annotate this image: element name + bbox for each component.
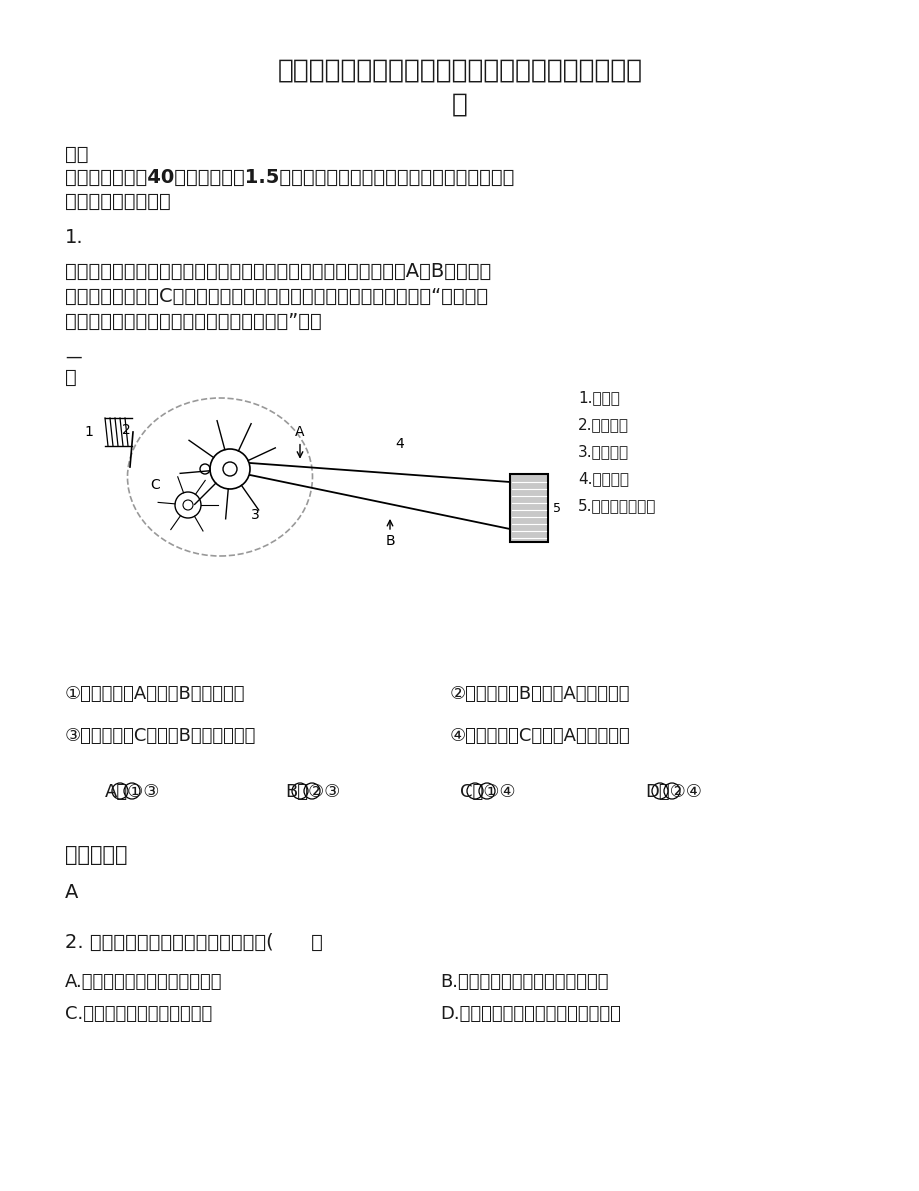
Text: C．①④: C．①④: [460, 782, 515, 802]
Text: 某种药物可以阻断蟾蜍屈肌反射活动。下图为该反射弧的模式图。A、B为神经纤: 某种药物可以阻断蟾蜍屈肌反射活动。下图为该反射弧的模式图。A、B为神经纤: [65, 262, 491, 281]
Text: 2: 2: [122, 424, 130, 437]
Text: C: C: [150, 478, 160, 492]
Circle shape: [210, 449, 250, 490]
Circle shape: [183, 500, 193, 510]
Bar: [509, 474, 548, 542]
Text: A: A: [295, 425, 304, 438]
Text: 3.神经中枢: 3.神经中枢: [577, 444, 629, 459]
Text: 一、: 一、: [65, 145, 88, 164]
Text: D.表面糖蛋白减少，细胞黏着性降低: D.表面糖蛋白减少，细胞黏着性降低: [439, 1005, 620, 1023]
Text: 统中仅对神经细胞间的兴奋传递有阻断作用”的是: 统中仅对神经细胞间的兴奋传递有阻断作用”的是: [65, 312, 322, 331]
Text: A: A: [65, 883, 78, 902]
Text: 维上的实验位点，C为突触间隙。下列实验结果中，能够证明这种药物“在神经系: 维上的实验位点，C为突触间隙。下列实验结果中，能够证明这种药物“在神经系: [65, 287, 488, 306]
Text: 析: 析: [451, 92, 468, 118]
Text: ：: ：: [65, 368, 76, 387]
Text: ②将药物放在B，刺激A，肌肉收缩: ②将药物放在B，刺激A，肌肉收缩: [449, 685, 630, 703]
Circle shape: [175, 492, 200, 518]
Text: ①将药物放在A，刺激B，肌肉收缩: ①将药物放在A，刺激B，肌肉收缩: [65, 685, 245, 703]
Text: C.对于程序性死亡信号不敏感: C.对于程序性死亡信号不敏感: [65, 1005, 212, 1023]
Text: 符合题目要求的。）: 符合题目要求的。）: [65, 192, 171, 211]
Text: 山东省青岛市即墨华山中学高二生物知识点试题含解: 山东省青岛市即墨华山中学高二生物知识点试题含解: [278, 58, 641, 85]
Text: B．②③: B．②③: [285, 782, 340, 802]
Text: 2.传入神经: 2.传入神经: [577, 417, 629, 432]
Text: 3: 3: [250, 509, 259, 522]
Text: —: —: [65, 348, 82, 366]
Circle shape: [222, 462, 237, 476]
Text: ③将药物放在C，刺激B，肌肉不收缩: ③将药物放在C，刺激B，肌肉不收缩: [65, 727, 256, 746]
Text: 1.: 1.: [65, 227, 84, 247]
Text: 选择题（本题共40小题，每小题1.5分。在每小题给出的四个选项中，只有一项是: 选择题（本题共40小题，每小题1.5分。在每小题给出的四个选项中，只有一项是: [65, 168, 514, 187]
Text: 2. 下列有关癌细胞的叙述不正确的是(      ）: 2. 下列有关癌细胞的叙述不正确的是( ）: [65, 933, 323, 952]
Text: 5: 5: [552, 501, 561, 515]
Text: 4.传出神经: 4.传出神经: [577, 470, 629, 486]
Text: A．①③: A．①③: [105, 782, 160, 802]
Text: D．②④: D．②④: [644, 782, 701, 802]
Text: 1: 1: [84, 425, 93, 439]
Text: 4: 4: [395, 437, 404, 450]
Text: ④将药物放在C，刺激A，肌肉收缩: ④将药物放在C，刺激A，肌肉收缩: [449, 727, 630, 746]
Text: 参考答案：: 参考答案：: [65, 844, 128, 865]
Text: 5.效应器（肌肉）: 5.效应器（肌肉）: [577, 498, 655, 513]
Text: A.接触到相邻细胞时不停止分裂: A.接触到相邻细胞时不停止分裂: [65, 973, 222, 991]
Text: 1.感受器: 1.感受器: [577, 389, 619, 405]
Text: B.与周围细胞保持良好的胞间联系: B.与周围细胞保持良好的胞间联系: [439, 973, 607, 991]
Text: B: B: [385, 534, 394, 548]
